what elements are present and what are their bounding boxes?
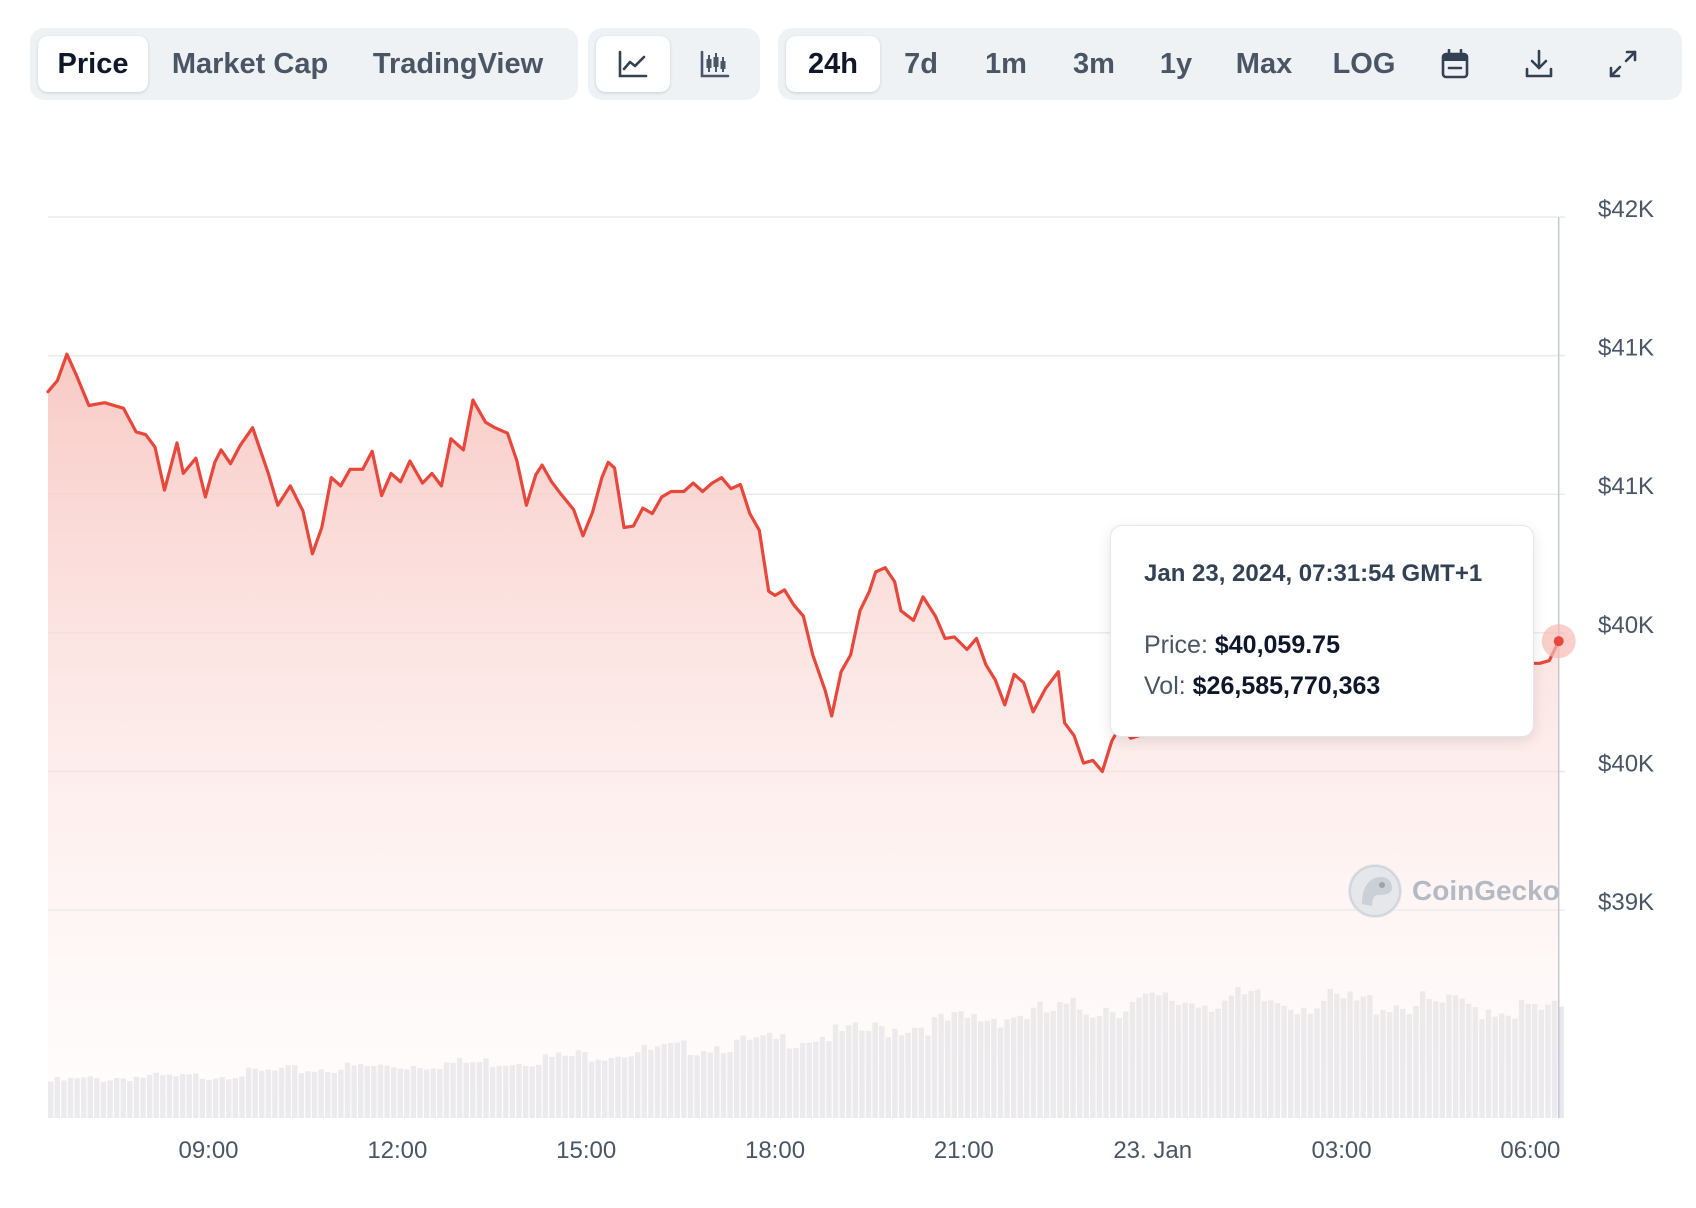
- volume-bar: [1558, 1006, 1564, 1118]
- range-24h[interactable]: 24h: [786, 36, 880, 92]
- price-area-fill: [48, 354, 1559, 1118]
- log-scale-toggle[interactable]: LOG: [1332, 47, 1396, 80]
- download-icon: [1525, 49, 1553, 78]
- tooltip-price-label: Price:: [1144, 631, 1208, 659]
- x-axis: 09:00 12:00 15:00 18:00 21:00 23. Jan 03:00 06:…: [178, 1137, 1560, 1164]
- candlestick-chart-icon: [700, 50, 730, 78]
- x-tick-label: 12:00: [367, 1137, 427, 1164]
- chart-type-toggle: [588, 28, 760, 100]
- x-tick-label: 23. Jan: [1113, 1137, 1192, 1164]
- tooltip-volume: Vol: $26,585,770,363: [1144, 672, 1380, 701]
- expand-icon: [1609, 50, 1637, 78]
- range-7d[interactable]: 7d: [904, 47, 938, 80]
- line-chart-button[interactable]: [596, 36, 670, 92]
- gecko-logo-icon: [1348, 864, 1402, 918]
- tooltip-price: Price: $40,059.75: [1144, 631, 1340, 660]
- range-1y[interactable]: 1y: [1159, 47, 1193, 80]
- candlestick-chart-button[interactable]: [678, 36, 752, 92]
- x-tick-label: 09:00: [178, 1137, 238, 1164]
- x-tick-label: 03:00: [1312, 1137, 1372, 1164]
- tab-tradingview[interactable]: TradingView: [372, 47, 544, 80]
- x-tick-label: 21:00: [934, 1137, 994, 1164]
- y-tick-label: $39K: [1598, 889, 1654, 916]
- date-range-button[interactable]: [1414, 36, 1496, 92]
- watermark-text: CoinGecko: [1412, 875, 1560, 906]
- fullscreen-button[interactable]: [1582, 36, 1664, 92]
- tooltip-price-value: $40,059.75: [1214, 631, 1340, 659]
- tooltip-vol-label: Vol:: [1144, 672, 1186, 700]
- x-tick-label: 18:00: [745, 1137, 805, 1164]
- view-tabs: Price Market Cap TradingView: [30, 28, 578, 100]
- y-tick-label: $41K: [1598, 473, 1654, 500]
- tooltip-vol-value: $26,585,770,363: [1192, 672, 1381, 700]
- hover-point: [1553, 636, 1564, 647]
- x-tick-label: 06:00: [1500, 1137, 1560, 1164]
- range-max[interactable]: Max: [1235, 47, 1293, 80]
- price-tooltip: Jan 23, 2024, 07:31:54 GMT+1 Price: $40,…: [1110, 525, 1534, 737]
- y-tick-label: $42K: [1598, 196, 1654, 223]
- tooltip-date: Jan 23, 2024, 07:31:54 GMT+1: [1144, 560, 1483, 587]
- range-3m[interactable]: 3m: [1073, 47, 1115, 80]
- x-tick-label: 15:00: [556, 1137, 616, 1164]
- range-selector: 24h 7d 1m 3m 1y Max LOG: [778, 28, 1682, 100]
- tab-market-cap[interactable]: Market Cap: [171, 47, 329, 80]
- line-chart-icon: [618, 50, 648, 78]
- y-tick-label: $40K: [1598, 612, 1654, 639]
- y-axis: $42K $41K $41K $40K $40K $39K: [1598, 196, 1654, 916]
- calendar-icon: [1441, 49, 1469, 79]
- download-button[interactable]: [1498, 36, 1580, 92]
- tab-price[interactable]: Price: [38, 36, 148, 92]
- coingecko-watermark: CoinGecko: [1348, 864, 1560, 918]
- range-1m[interactable]: 1m: [985, 47, 1027, 80]
- y-tick-label: $40K: [1598, 750, 1654, 777]
- y-tick-label: $41K: [1598, 335, 1654, 362]
